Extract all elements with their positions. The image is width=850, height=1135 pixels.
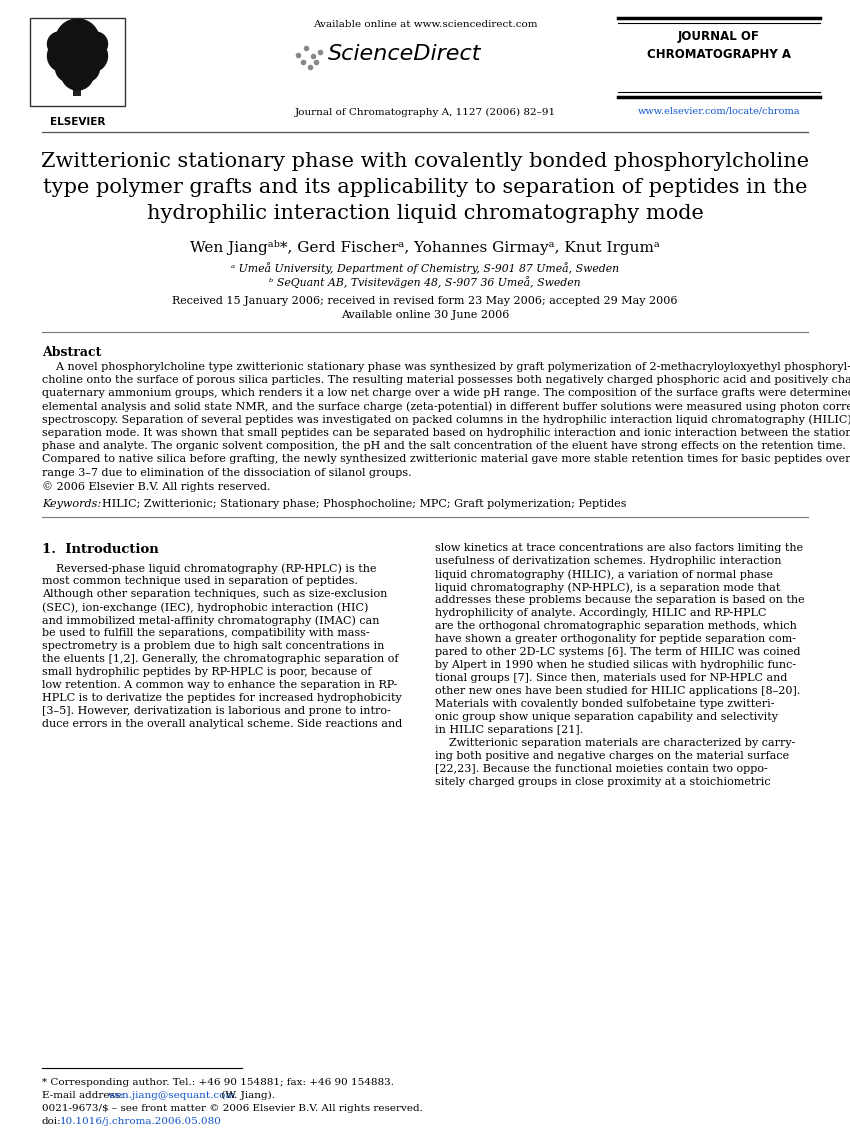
Circle shape [71,54,99,82]
Text: separation mode. It was shown that small peptides can be separated based on hydr: separation mode. It was shown that small… [42,428,850,438]
Text: spectroscopy. Separation of several peptides was investigated on packed columns : spectroscopy. Separation of several pept… [42,414,850,426]
Text: 0021-9673/$ – see front matter © 2006 Elsevier B.V. All rights reserved.: 0021-9673/$ – see front matter © 2006 El… [42,1104,422,1113]
Circle shape [61,58,94,90]
Text: by Alpert in 1990 when he studied silicas with hydrophilic func-: by Alpert in 1990 when he studied silica… [435,659,796,670]
Text: doi:: doi: [42,1117,61,1126]
Text: in HILIC separations [21].: in HILIC separations [21]. [435,725,583,735]
Text: quaternary ammonium groups, which renders it a low net charge over a wide pH ran: quaternary ammonium groups, which render… [42,388,850,398]
Text: usefulness of derivatization schemes. Hydrophilic interaction: usefulness of derivatization schemes. Hy… [435,556,781,566]
Text: Zwitterionic separation materials are characterized by carry-: Zwitterionic separation materials are ch… [435,738,796,748]
Text: Keywords:: Keywords: [42,499,101,508]
Circle shape [48,40,80,72]
Text: Materials with covalently bonded sulfobetaine type zwitteri-: Materials with covalently bonded sulfobe… [435,699,774,709]
Text: E-mail address:: E-mail address: [42,1091,127,1100]
Text: Zwitterionic stationary phase with covalently bonded phosphorylcholine: Zwitterionic stationary phase with coval… [41,152,809,171]
Text: Although other separation techniques, such as size-exclusion: Although other separation techniques, su… [42,589,388,599]
Text: are the orthogonal chromatographic separation methods, which: are the orthogonal chromatographic separ… [435,621,796,631]
Text: (W. Jiang).: (W. Jiang). [218,1091,275,1100]
Text: HILIC; Zwitterionic; Stationary phase; Phosphocholine; MPC; Graft polymerization: HILIC; Zwitterionic; Stationary phase; P… [95,499,626,508]
Circle shape [48,32,71,56]
Text: Abstract: Abstract [42,346,101,359]
Text: Journal of Chromatography A, 1127 (2006) 82–91: Journal of Chromatography A, 1127 (2006)… [294,108,556,117]
Text: Available online at www.sciencedirect.com: Available online at www.sciencedirect.co… [313,20,537,30]
Text: onic group show unique separation capability and selectivity: onic group show unique separation capabi… [435,712,778,722]
Text: Wen Jiangᵃᵇ*, Gerd Fischerᵃ, Yohannes Girmayᵃ, Knut Irgumᵃ: Wen Jiangᵃᵇ*, Gerd Fischerᵃ, Yohannes Gi… [190,239,660,255]
Text: duce errors in the overall analytical scheme. Side reactions and: duce errors in the overall analytical sc… [42,718,402,729]
Text: addresses these problems because the separation is based on the: addresses these problems because the sep… [435,595,805,605]
Text: HPLC is to derivatize the peptides for increased hydrophobicity: HPLC is to derivatize the peptides for i… [42,693,402,703]
Circle shape [55,19,99,64]
Text: A novel phosphorylcholine type zwitterionic stationary phase was synthesized by : A novel phosphorylcholine type zwitterio… [42,362,850,372]
Text: hydrophilicity of analyte. Accordingly, HILIC and RP-HPLC: hydrophilicity of analyte. Accordingly, … [435,608,767,617]
Text: choline onto the surface of porous silica particles. The resulting material poss: choline onto the surface of porous silic… [42,376,850,385]
Text: liquid chromatography (NP-HPLC), is a separation mode that: liquid chromatography (NP-HPLC), is a se… [435,582,780,592]
Bar [30,18,125,106]
Text: most common technique used in separation of peptides.: most common technique used in separation… [42,575,358,586]
Text: ing both positive and negative charges on the material surface: ing both positive and negative charges o… [435,751,789,760]
Text: slow kinetics at trace concentrations are also factors limiting the: slow kinetics at trace concentrations ar… [435,543,803,553]
Text: © 2006 Elsevier B.V. All rights reserved.: © 2006 Elsevier B.V. All rights reserved… [42,481,270,491]
Text: [3–5]. However, derivatization is laborious and prone to intro-: [3–5]. However, derivatization is labori… [42,706,391,716]
Text: range 3–7 due to elimination of the dissociation of silanol groups.: range 3–7 due to elimination of the diss… [42,468,411,478]
Text: phase and analyte. The organic solvent composition, the pH and the salt concentr: phase and analyte. The organic solvent c… [42,442,846,452]
Text: type polymer grafts and its applicability to separation of peptides in the: type polymer grafts and its applicabilit… [42,178,807,197]
Text: JOURNAL OF
CHROMATOGRAPHY A: JOURNAL OF CHROMATOGRAPHY A [647,30,791,61]
Text: 1.  Introduction: 1. Introduction [42,543,159,556]
Text: hydrophilic interaction liquid chromatography mode: hydrophilic interaction liquid chromatog… [146,204,704,222]
Text: be used to fulfill the separations, compatibility with mass-: be used to fulfill the separations, comp… [42,628,370,638]
Text: ELSEVIER: ELSEVIER [50,117,105,127]
Text: the eluents [1,2]. Generally, the chromatographic separation of: the eluents [1,2]. Generally, the chroma… [42,654,399,664]
Text: ᵇ SeQuant AB, Tvisitevägen 48, S-907 36 Umeå, Sweden: ᵇ SeQuant AB, Tvisitevägen 48, S-907 36 … [269,276,581,288]
Text: ᵃ Umeå University, Department of Chemistry, S-901 87 Umeå, Sweden: ᵃ Umeå University, Department of Chemist… [231,262,619,274]
Bar [73,81,82,96]
Text: low retention. A common way to enhance the separation in RP-: low retention. A common way to enhance t… [42,680,397,690]
Text: * Corresponding author. Tel.: +46 90 154881; fax: +46 90 154883.: * Corresponding author. Tel.: +46 90 154… [42,1078,394,1087]
Text: liquid chromatography (HILIC), a variation of normal phase: liquid chromatography (HILIC), a variati… [435,569,773,580]
Text: Reversed-phase liquid chromatography (RP-HPLC) is the: Reversed-phase liquid chromatography (RP… [42,563,377,573]
Text: elemental analysis and solid state NMR, and the surface charge (zeta-potential) : elemental analysis and solid state NMR, … [42,402,850,412]
Text: spectrometry is a problem due to high salt concentrations in: spectrometry is a problem due to high sa… [42,641,384,651]
Text: and immobilized metal-affinity chromatography (IMAC) can: and immobilized metal-affinity chromatog… [42,615,379,625]
Text: have shown a greater orthogonality for peptide separation com-: have shown a greater orthogonality for p… [435,634,796,644]
Text: [22,23]. Because the functional moieties contain two oppo-: [22,23]. Because the functional moieties… [435,764,768,774]
Text: (SEC), ion-exchange (IEC), hydrophobic interaction (HIC): (SEC), ion-exchange (IEC), hydrophobic i… [42,602,368,613]
Text: wen.jiang@sequant.com: wen.jiang@sequant.com [108,1091,236,1100]
Text: sitely charged groups in close proximity at a stoichiometric: sitely charged groups in close proximity… [435,777,771,787]
Text: 10.1016/j.chroma.2006.05.080: 10.1016/j.chroma.2006.05.080 [60,1117,222,1126]
Text: Received 15 January 2006; received in revised form 23 May 2006; accepted 29 May : Received 15 January 2006; received in re… [173,296,677,306]
Text: Compared to native silica before grafting, the newly synthesized zwitterionic ma: Compared to native silica before graftin… [42,454,850,464]
Text: tional groups [7]. Since then, materials used for NP-HPLC and: tional groups [7]. Since then, materials… [435,673,787,683]
Text: www.elsevier.com/locate/chroma: www.elsevier.com/locate/chroma [638,106,800,115]
Text: pared to other 2D-LC systems [6]. The term of HILIC was coined: pared to other 2D-LC systems [6]. The te… [435,647,801,657]
Circle shape [83,32,107,56]
Circle shape [76,40,107,72]
Text: ScienceDirect: ScienceDirect [328,44,481,64]
Circle shape [55,54,83,82]
Text: other new ones have been studied for HILIC applications [8–20].: other new ones have been studied for HIL… [435,686,801,696]
Text: Available online 30 June 2006: Available online 30 June 2006 [341,310,509,320]
Text: small hydrophilic peptides by RP-HPLC is poor, because of: small hydrophilic peptides by RP-HPLC is… [42,667,371,676]
